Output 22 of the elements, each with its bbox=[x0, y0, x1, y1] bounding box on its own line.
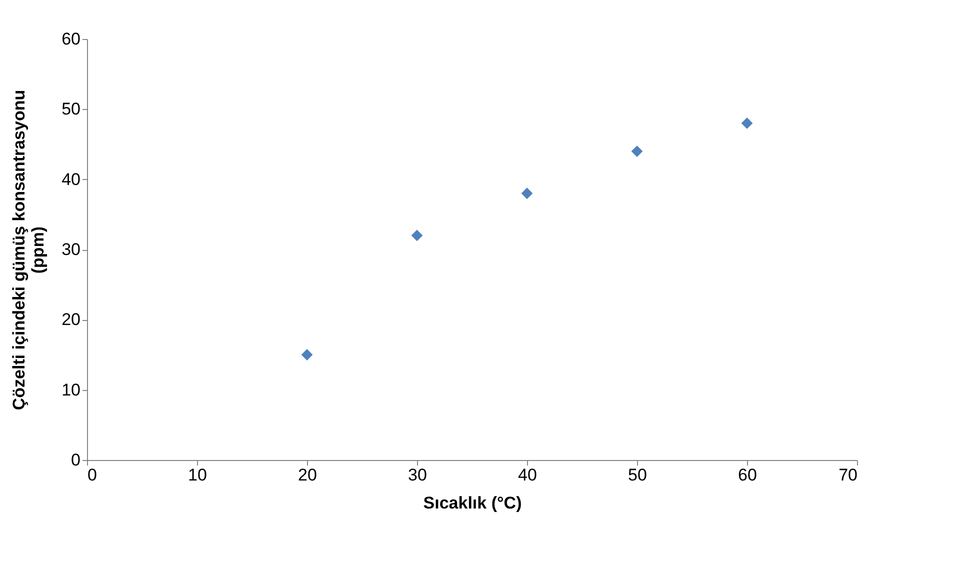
y-axis-title: Çözelti içindeki gümüş konsantrasyonu (ppm) bbox=[10, 90, 48, 410]
y-tick-label: 40 bbox=[62, 170, 80, 189]
y-tick-label: 20 bbox=[62, 310, 80, 330]
x-tick-label: 20 bbox=[298, 466, 317, 484]
point bbox=[631, 146, 643, 157]
x-tick-label: 70 bbox=[838, 466, 858, 484]
point bbox=[411, 230, 423, 242]
y-tick-label: 0 bbox=[71, 450, 80, 470]
x-tick-label: 30 bbox=[408, 466, 427, 484]
y-tick-label: 30 bbox=[62, 240, 80, 259]
x-tick-label: 10 bbox=[188, 466, 207, 484]
x-tick-label: 40 bbox=[518, 466, 537, 484]
x-tick-label: 0 bbox=[88, 466, 97, 484]
x-tick-label: 50 bbox=[628, 466, 647, 484]
y-tick-label: 50 bbox=[62, 100, 80, 119]
x-tick-label: 60 bbox=[738, 466, 757, 484]
point bbox=[521, 188, 533, 200]
point bbox=[741, 118, 753, 129]
point bbox=[301, 349, 313, 360]
y-tick-label: 60 bbox=[62, 30, 80, 48]
x-axis-title: Sıcaklık (°C) bbox=[423, 494, 522, 512]
y-tick-label: 10 bbox=[62, 380, 80, 400]
